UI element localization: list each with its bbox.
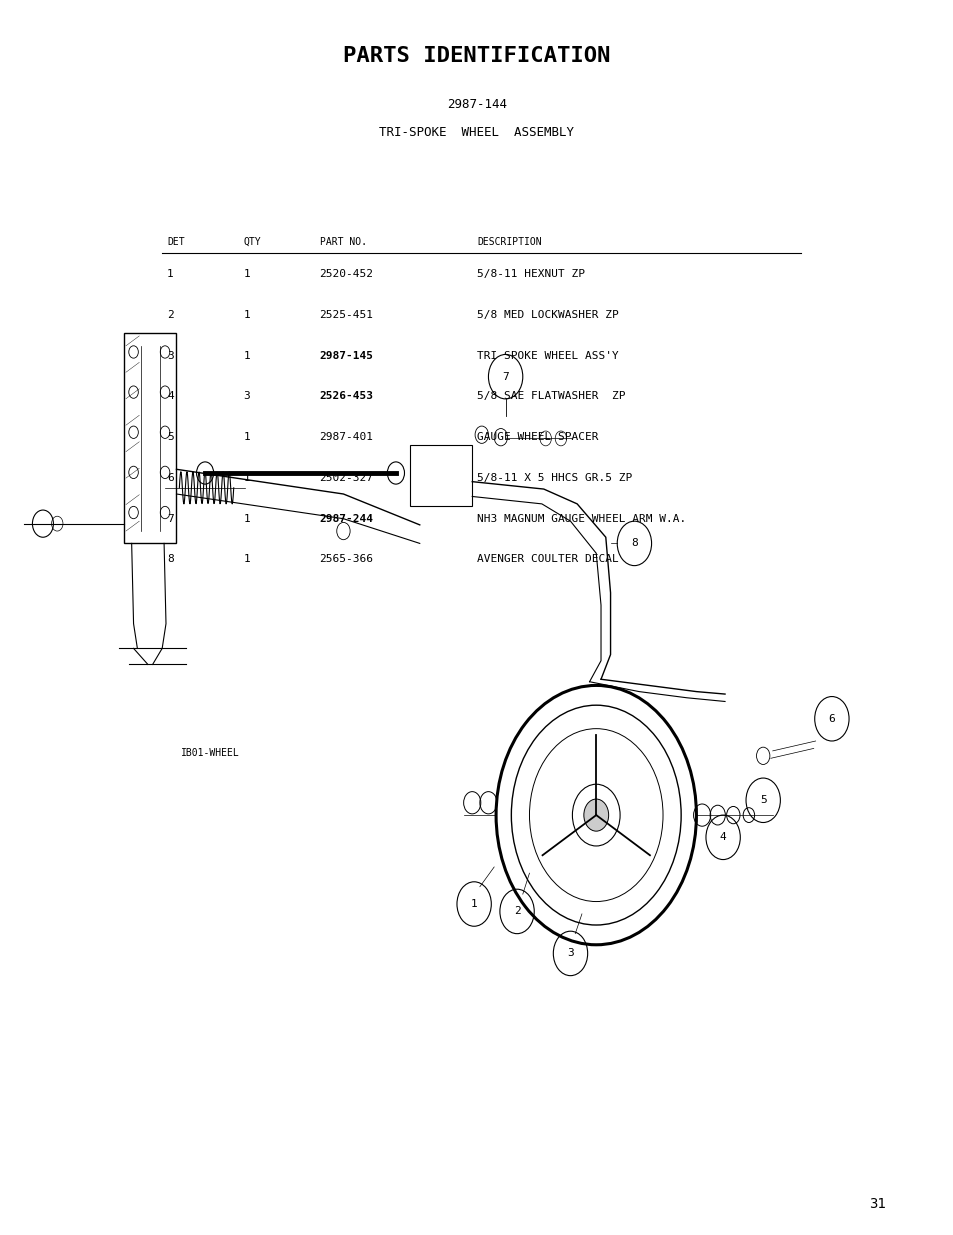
Text: 7: 7	[501, 372, 509, 382]
Text: 2: 2	[167, 310, 173, 320]
Text: 1: 1	[243, 432, 250, 442]
Text: PARTS IDENTIFICATION: PARTS IDENTIFICATION	[343, 46, 610, 65]
Text: 1: 1	[243, 473, 250, 483]
Text: 6: 6	[167, 473, 173, 483]
Text: DET: DET	[167, 237, 184, 247]
Text: 31: 31	[868, 1197, 885, 1212]
Text: TRI-SPOKE  WHEEL  ASSEMBLY: TRI-SPOKE WHEEL ASSEMBLY	[379, 126, 574, 138]
Text: 2502-327: 2502-327	[319, 473, 374, 483]
Circle shape	[196, 462, 213, 484]
Text: IB01-WHEEL: IB01-WHEEL	[181, 748, 240, 758]
Text: 1: 1	[243, 514, 250, 524]
Text: 3: 3	[243, 391, 250, 401]
Text: 8: 8	[630, 538, 638, 548]
Text: 3: 3	[566, 948, 574, 958]
Text: 5/8-11 X 5 HHCS GR.5 ZP: 5/8-11 X 5 HHCS GR.5 ZP	[476, 473, 632, 483]
Text: 2526-453: 2526-453	[319, 391, 374, 401]
Text: TRI SPOKE WHEEL ASS'Y: TRI SPOKE WHEEL ASS'Y	[476, 351, 618, 361]
Text: 4: 4	[167, 391, 173, 401]
Text: 1: 1	[243, 269, 250, 279]
Text: 7: 7	[167, 514, 173, 524]
Text: 4: 4	[719, 832, 726, 842]
Circle shape	[583, 799, 608, 831]
Text: DESCRIPTION: DESCRIPTION	[476, 237, 541, 247]
Text: 2987-145: 2987-145	[319, 351, 374, 361]
Text: 1: 1	[470, 899, 477, 909]
Text: 6: 6	[827, 714, 835, 724]
Text: 2525-451: 2525-451	[319, 310, 374, 320]
Text: 3: 3	[167, 351, 173, 361]
Text: 1: 1	[243, 351, 250, 361]
Text: QTY: QTY	[243, 237, 260, 247]
Text: 5/8 SAE FLATWASHER  ZP: 5/8 SAE FLATWASHER ZP	[476, 391, 625, 401]
Text: 5: 5	[167, 432, 173, 442]
Text: 1: 1	[243, 310, 250, 320]
Text: 2987-244: 2987-244	[319, 514, 374, 524]
Text: 1: 1	[243, 555, 250, 564]
Text: PART NO.: PART NO.	[319, 237, 366, 247]
Text: 2565-366: 2565-366	[319, 555, 374, 564]
Text: 2520-452: 2520-452	[319, 269, 374, 279]
Text: NH3 MAGNUM GAUGE WHEEL ARM W.A.: NH3 MAGNUM GAUGE WHEEL ARM W.A.	[476, 514, 685, 524]
Text: 2: 2	[513, 906, 520, 916]
Text: 5: 5	[759, 795, 766, 805]
Text: 1: 1	[167, 269, 173, 279]
Circle shape	[387, 462, 404, 484]
Text: 2987-144: 2987-144	[447, 99, 506, 111]
Text: 8: 8	[167, 555, 173, 564]
Text: AVENGER COULTER DECAL: AVENGER COULTER DECAL	[476, 555, 618, 564]
Text: 5/8 MED LOCKWASHER ZP: 5/8 MED LOCKWASHER ZP	[476, 310, 618, 320]
Text: 2987-401: 2987-401	[319, 432, 374, 442]
Text: GAUGE WHEEL SPACER: GAUGE WHEEL SPACER	[476, 432, 598, 442]
Text: 5/8-11 HEXNUT ZP: 5/8-11 HEXNUT ZP	[476, 269, 584, 279]
